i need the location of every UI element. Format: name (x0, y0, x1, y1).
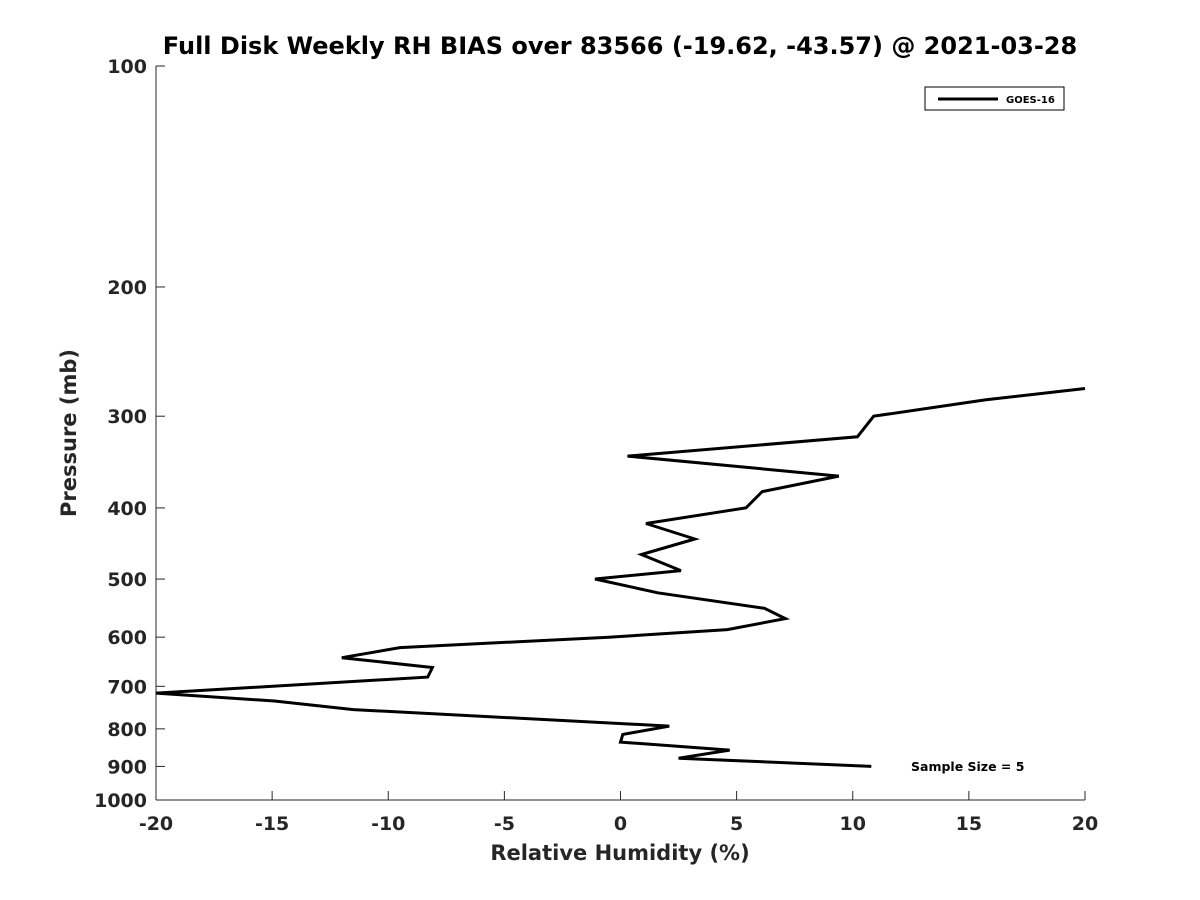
y-tick-label: 700 (107, 676, 147, 698)
y-axis: 100 200 300 400 500 600 700 800 900 1000 (94, 56, 165, 812)
x-tick-label: -20 (139, 813, 173, 835)
y-tick-label: 600 (107, 627, 147, 649)
y-tick-label: 400 (107, 498, 147, 520)
x-axis: -20 -15 -10 -5 0 5 10 15 20 (139, 791, 1098, 835)
x-tick-label: -5 (494, 813, 515, 835)
y-tick-label: 200 (107, 277, 147, 299)
x-tick-label: 5 (730, 813, 743, 835)
series-line-goes-16 (155, 387, 1086, 768)
x-tick-label: -15 (255, 813, 289, 835)
legend: GOES-16 (924, 86, 1065, 111)
y-tick-label: 100 (107, 56, 147, 78)
y-tick-label: 1000 (94, 790, 147, 812)
x-tick-label: 20 (1072, 813, 1098, 835)
x-axis-label: Relative Humidity (%) (490, 841, 749, 865)
y-tick-label: 300 (107, 406, 147, 428)
y-tick-label: 500 (107, 569, 147, 591)
y-axis-label: Pressure (mb) (57, 349, 81, 517)
legend-label-goes-16: GOES-16 (1006, 95, 1055, 106)
x-tick-label: -10 (371, 813, 405, 835)
y-tick-label: 900 (107, 756, 147, 778)
x-tick-label: 10 (840, 813, 866, 835)
x-tick-label: 0 (614, 813, 627, 835)
sample-size-annotation: Sample Size = 5 (911, 759, 1024, 774)
y-tick-label: 800 (107, 719, 147, 741)
x-tick-label: 15 (956, 813, 982, 835)
series-layer (155, 387, 1086, 768)
chart-title: Full Disk Weekly RH BIAS over 83566 (-19… (163, 32, 1077, 60)
